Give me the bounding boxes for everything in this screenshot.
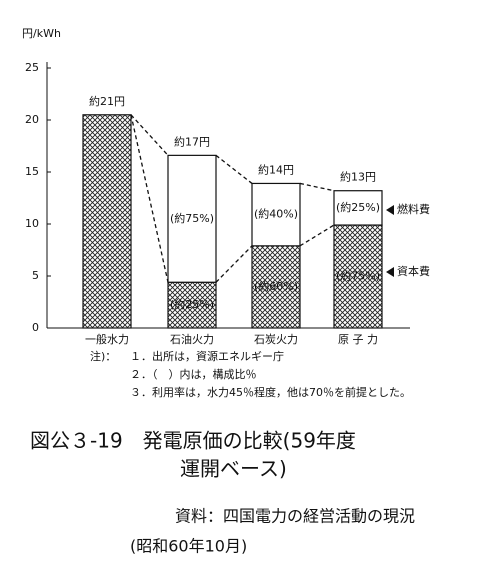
connector xyxy=(215,154,253,184)
y-tick-label: 20 xyxy=(25,113,39,126)
segment-label: (約75%) xyxy=(336,269,380,283)
total-label: 約21円 xyxy=(89,94,125,108)
connector xyxy=(130,114,169,156)
caption: 図公３-19 発電原価の比較(59年度 xyxy=(30,429,356,453)
segment-label: (約75%) xyxy=(170,211,214,225)
y-axis-label: 円/kWh xyxy=(22,27,61,40)
x-tick-label: 一般水力 xyxy=(85,333,129,346)
connector xyxy=(299,182,335,192)
source: 資料：四国電力の経営活動の現況 xyxy=(175,507,415,526)
x-tick-label: 原 子 力 xyxy=(338,333,378,346)
connector xyxy=(215,245,253,283)
x-tick-label: 石炭火力 xyxy=(254,333,298,346)
segment-label: (約40%) xyxy=(254,207,298,221)
legend-label: 燃料費 xyxy=(397,202,430,216)
note-line: １．出所は，資源エネルギー庁 xyxy=(130,349,284,363)
connector xyxy=(130,114,169,283)
segment-label: (約25%) xyxy=(170,297,214,311)
total-label: 約14円 xyxy=(258,162,294,176)
bar-segment xyxy=(82,114,132,329)
bar-segment xyxy=(251,245,301,329)
note-line: ３．利用率は，水力45％程度，他は70％を前提とした。 xyxy=(130,385,411,399)
total-label: 約17円 xyxy=(174,134,210,148)
legend-label: 資本費 xyxy=(397,264,430,278)
legend-arrow xyxy=(386,205,394,215)
caption: 運開ベース) xyxy=(180,457,287,481)
legend-arrow xyxy=(386,267,394,277)
bar-segment xyxy=(333,190,383,226)
connector xyxy=(299,224,335,247)
segment-label: (約60%) xyxy=(254,279,298,293)
y-tick-label: 15 xyxy=(25,165,39,178)
y-tick-label: 0 xyxy=(32,321,39,334)
notes-label: 注)： xyxy=(90,349,116,363)
bar-segment xyxy=(167,281,217,329)
bar-segment xyxy=(251,182,301,247)
bar-segment xyxy=(333,224,383,329)
segment-label: (約25%) xyxy=(336,200,380,214)
bar-segment xyxy=(167,154,217,283)
x-tick-label: 石油火力 xyxy=(170,332,214,346)
note-line: ２．（ ）内は，構成比％ xyxy=(130,367,257,381)
y-tick-label: 5 xyxy=(32,269,39,282)
total-label: 約13円 xyxy=(340,170,376,184)
source: (昭和60年10月) xyxy=(130,537,247,556)
y-tick-label: 10 xyxy=(25,217,39,230)
y-tick-label: 25 xyxy=(25,61,39,74)
